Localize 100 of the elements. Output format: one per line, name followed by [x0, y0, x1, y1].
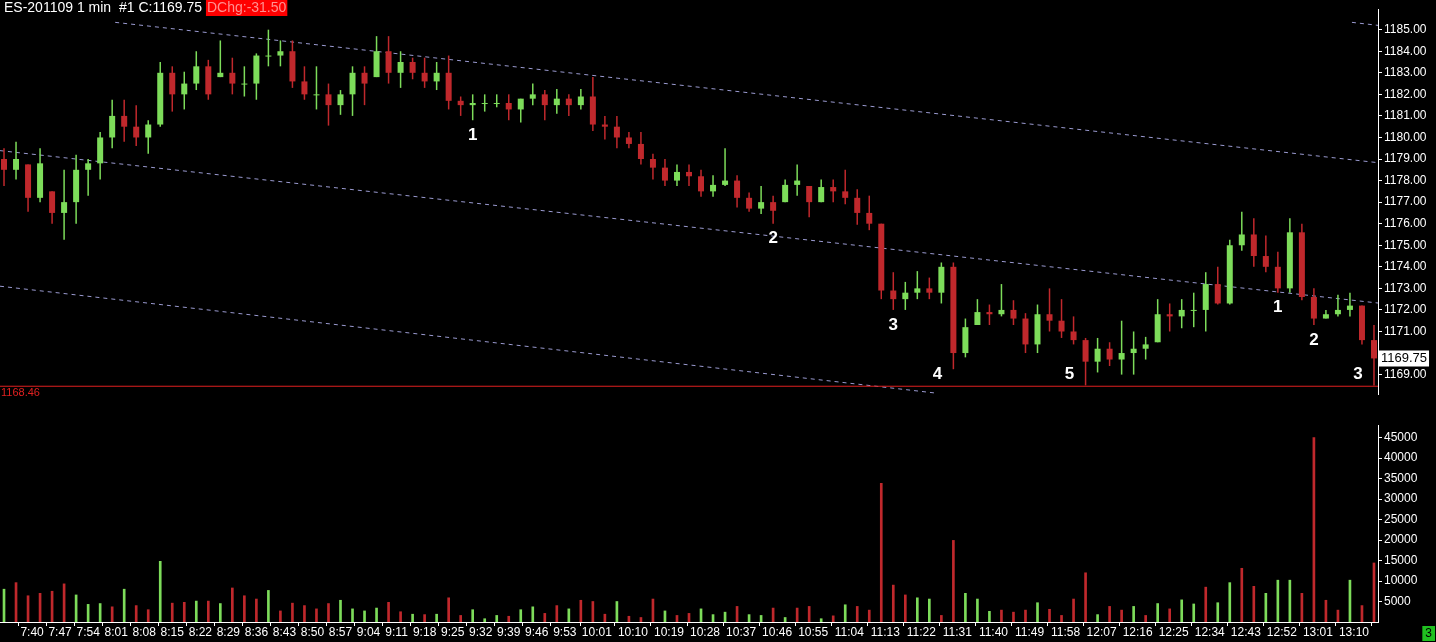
- bar: [1108, 606, 1111, 622]
- x-tick-label: 10:28: [690, 625, 721, 640]
- bar: [567, 608, 571, 622]
- bar: [879, 483, 883, 622]
- x-tick-label: 7:47: [48, 625, 73, 640]
- x-tick-label: 9:04: [356, 625, 381, 640]
- y-tick-label: 40000: [1384, 450, 1418, 465]
- candlestick: [121, 99, 128, 142]
- annotation: 2: [768, 228, 778, 248]
- candlestick: [1, 148, 8, 186]
- bar: [928, 598, 931, 622]
- y-tick-label: 1179.00: [1384, 151, 1427, 166]
- x-tick-label: 11:04: [834, 625, 865, 640]
- x-tick-label: 9:32: [469, 625, 493, 640]
- x-tick-label: 8:01: [104, 625, 129, 640]
- bar: [291, 602, 294, 622]
- x-tick-label: 9:46: [525, 625, 549, 640]
- bar: [303, 605, 306, 622]
- bar: [819, 618, 823, 622]
- chart-title: ES-201109 1 min #1 C:1169.75: [4, 0, 203, 15]
- bar: [122, 588, 126, 622]
- y-tick-label: 1178.00: [1384, 172, 1427, 187]
- x-tick-label: 9:53: [553, 625, 577, 640]
- x-tick-label: 10:55: [798, 625, 829, 640]
- bar: [327, 603, 330, 622]
- x-tick-label: 12:25: [1158, 625, 1190, 640]
- y-tick-label: 1173.00: [1384, 280, 1427, 295]
- y-tick-label: 1183.00: [1384, 65, 1427, 80]
- text: 3: [1425, 626, 1433, 641]
- y-tick-label: 15000: [1384, 552, 1418, 567]
- annotation: 5: [1064, 363, 1075, 383]
- bar: [255, 598, 258, 622]
- x-tick-label: 12:34: [1194, 625, 1226, 640]
- x-tick-label: 8:50: [300, 625, 325, 640]
- bar: [399, 611, 402, 622]
- candlestick: [1334, 294, 1341, 317]
- bar: [1024, 609, 1027, 622]
- x-tick-label: 11:58: [1050, 625, 1081, 640]
- candlestick: [710, 175, 717, 197]
- y-tick-label: 20000: [1384, 532, 1418, 547]
- bar: [495, 615, 499, 622]
- candlestick: [1238, 211, 1245, 251]
- x-tick-label: 8:15: [160, 625, 185, 640]
- x-tick-label: 8:08: [132, 625, 157, 640]
- x-tick-label: 11:31: [942, 625, 973, 640]
- annotation: 3: [888, 314, 899, 334]
- bar: [1156, 603, 1160, 622]
- y-tick-label: 1171.00: [1384, 323, 1427, 338]
- x-tick-label: 12:52: [1266, 625, 1298, 640]
- candlestick: [565, 94, 572, 116]
- candlestick: [770, 195, 777, 224]
- bar: [339, 599, 342, 622]
- y-tick-label: 1172.00: [1384, 302, 1427, 317]
- x-tick-label: 7:54: [76, 625, 101, 640]
- annotation: 2: [1309, 329, 1319, 349]
- bar: [555, 605, 559, 622]
- bar: [423, 614, 426, 622]
- chart-subtitle: DChg:-31.50: [206, 0, 287, 15]
- x-tick-label: 10:37: [726, 625, 757, 640]
- bar: [206, 600, 210, 622]
- bar: [1096, 614, 1099, 622]
- x-tick-label: 8:43: [272, 625, 297, 640]
- bar: [1036, 602, 1039, 622]
- candlestick: [61, 169, 68, 240]
- x-tick-label: 9:39: [497, 625, 521, 640]
- bar: [1132, 606, 1135, 622]
- x-tick-label: 9:11: [385, 625, 409, 640]
- candlestick: [758, 185, 765, 214]
- bar: [279, 610, 282, 622]
- bar: [447, 597, 450, 622]
- bar: [411, 613, 414, 622]
- bar: [1084, 572, 1087, 622]
- x-tick-label: 11:13: [870, 625, 901, 640]
- x-tick-label: 7:40: [20, 625, 45, 640]
- x-tick-label: 12:16: [1122, 625, 1153, 640]
- ref-line-label: 1168.46: [1, 385, 40, 398]
- bar: [855, 606, 859, 622]
- x-tick-label: 11:49: [1014, 625, 1045, 640]
- bar: [831, 615, 835, 622]
- bar: [1192, 603, 1196, 622]
- annotation: 4: [932, 363, 943, 383]
- candlestick: [529, 83, 536, 106]
- bar: [867, 609, 871, 622]
- bar: [1072, 598, 1075, 622]
- bar: [158, 560, 162, 622]
- bar: [471, 609, 475, 622]
- bar: [507, 615, 511, 622]
- y-tick-label: 45000: [1384, 429, 1418, 444]
- bar: [231, 587, 234, 622]
- bar: [1216, 602, 1220, 622]
- bar: [531, 606, 535, 622]
- bar: [1168, 608, 1172, 622]
- bar: [243, 595, 246, 622]
- bar: [1204, 586, 1208, 622]
- bar: [916, 597, 919, 622]
- y-tick-label: 1181.00: [1384, 108, 1427, 123]
- candlestick: [1370, 325, 1377, 386]
- y-tick-label: 10000: [1384, 573, 1418, 588]
- bar: [1048, 608, 1051, 622]
- y-tick-label: 25000: [1384, 511, 1418, 526]
